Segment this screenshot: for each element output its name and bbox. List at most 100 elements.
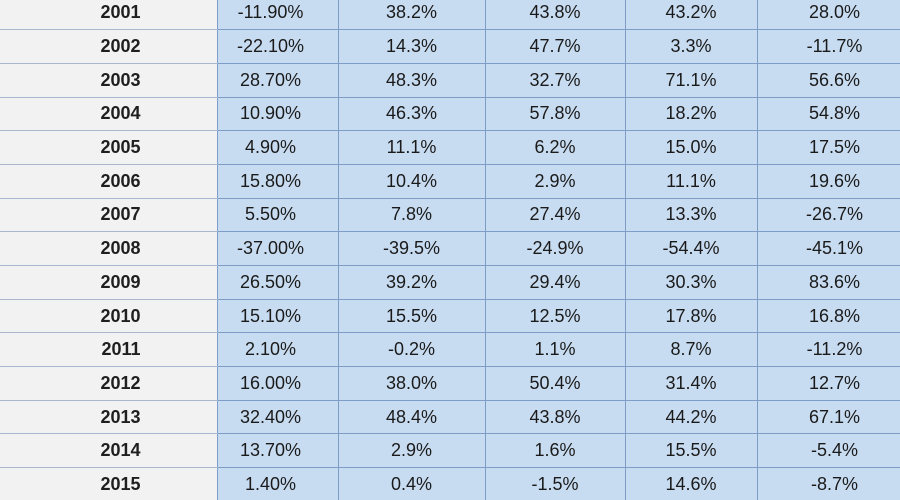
- value-cell-col2: -39.5%: [338, 231, 486, 266]
- value-cell-col3: 12.5%: [485, 299, 626, 334]
- value-cell-col1: 4.90%: [217, 130, 339, 165]
- value-cell-col3: 1.1%: [485, 332, 626, 368]
- table-row: 2008 -37.00% -39.5% -24.9% -54.4% -45.1%: [0, 231, 900, 266]
- value-cell-col1: 28.70%: [217, 63, 339, 98]
- value-cell-col5: 19.6%: [757, 164, 900, 199]
- value-cell-col1: 16.00%: [217, 366, 339, 401]
- value-cell-col4: 17.8%: [625, 299, 758, 334]
- value-cell-col4: 14.6%: [625, 467, 758, 500]
- value-cell-col2: 38.0%: [338, 366, 486, 401]
- value-cell-col3: 47.7%: [485, 29, 626, 64]
- value-cell-col2: 11.1%: [338, 130, 486, 165]
- table-row: 2015 1.40% 0.4% -1.5% 14.6% -8.7%: [0, 467, 900, 500]
- year-cell: 2005: [0, 130, 218, 165]
- table-row: 2003 28.70% 48.3% 32.7% 71.1% 56.6%: [0, 63, 900, 98]
- value-cell-col3: 27.4%: [485, 198, 626, 233]
- value-cell-col5: 56.6%: [757, 63, 900, 98]
- year-cell: 2014: [0, 433, 218, 469]
- value-cell-col5: -11.7%: [757, 29, 900, 64]
- value-cell-col3: 1.6%: [485, 433, 626, 469]
- year-cell: 2009: [0, 265, 218, 300]
- value-cell-col3: 50.4%: [485, 366, 626, 401]
- table-row: 2011 2.10% -0.2% 1.1% 8.7% -11.2%: [0, 332, 900, 368]
- table-row: 2005 4.90% 11.1% 6.2% 15.0% 17.5%: [0, 130, 900, 165]
- value-cell-col1: 13.70%: [217, 433, 339, 469]
- value-cell-col1: 15.80%: [217, 164, 339, 199]
- year-cell: 2001: [0, 0, 218, 31]
- table-row: 2002 -22.10% 14.3% 47.7% 3.3% -11.7%: [0, 29, 900, 64]
- value-cell-col3: 2.9%: [485, 164, 626, 199]
- value-cell-col4: -54.4%: [625, 231, 758, 266]
- year-cell: 2007: [0, 198, 218, 233]
- value-cell-col4: 18.2%: [625, 97, 758, 132]
- table-row: 2009 26.50% 39.2% 29.4% 30.3% 83.6%: [0, 265, 900, 300]
- year-cell: 2006: [0, 164, 218, 199]
- value-cell-col4: 44.2%: [625, 400, 758, 435]
- value-cell-col1: -37.00%: [217, 231, 339, 266]
- value-cell-col5: 54.8%: [757, 97, 900, 132]
- value-cell-col5: 17.5%: [757, 130, 900, 165]
- year-cell: 2015: [0, 467, 218, 500]
- value-cell-col5: -11.2%: [757, 332, 900, 368]
- year-cell: 2004: [0, 97, 218, 132]
- value-cell-col5: 28.0%: [757, 0, 900, 31]
- year-cell: 2003: [0, 63, 218, 98]
- table-row: 2007 5.50% 7.8% 27.4% 13.3% -26.7%: [0, 198, 900, 233]
- value-cell-col1: 15.10%: [217, 299, 339, 334]
- value-cell-col4: 13.3%: [625, 198, 758, 233]
- year-cell: 2012: [0, 366, 218, 401]
- value-cell-col1: 26.50%: [217, 265, 339, 300]
- value-cell-col4: 15.5%: [625, 433, 758, 469]
- table-row: 2001 -11.90% 38.2% 43.8% 43.2% 28.0%: [0, 0, 900, 31]
- value-cell-col2: 48.4%: [338, 400, 486, 435]
- year-cell: 2002: [0, 29, 218, 64]
- value-cell-col3: -24.9%: [485, 231, 626, 266]
- value-cell-col4: 3.3%: [625, 29, 758, 64]
- value-cell-col2: 39.2%: [338, 265, 486, 300]
- value-cell-col4: 11.1%: [625, 164, 758, 199]
- value-cell-col1: 1.40%: [217, 467, 339, 500]
- year-cell: 2008: [0, 231, 218, 266]
- table-row: 2010 15.10% 15.5% 12.5% 17.8% 16.8%: [0, 299, 900, 334]
- value-cell-col3: -1.5%: [485, 467, 626, 500]
- value-cell-col4: 71.1%: [625, 63, 758, 98]
- value-cell-col2: 38.2%: [338, 0, 486, 31]
- value-cell-col2: 0.4%: [338, 467, 486, 500]
- value-cell-col1: 5.50%: [217, 198, 339, 233]
- table-row: 2006 15.80% 10.4% 2.9% 11.1% 19.6%: [0, 164, 900, 199]
- year-cell: 2013: [0, 400, 218, 435]
- year-cell: 2011: [0, 332, 218, 368]
- table-row: 2004 10.90% 46.3% 57.8% 18.2% 54.8%: [0, 97, 900, 132]
- value-cell-col2: 15.5%: [338, 299, 486, 334]
- table-row: 2012 16.00% 38.0% 50.4% 31.4% 12.7%: [0, 366, 900, 401]
- value-cell-col2: -0.2%: [338, 332, 486, 368]
- value-cell-col4: 30.3%: [625, 265, 758, 300]
- value-cell-col1: 2.10%: [217, 332, 339, 368]
- value-cell-col3: 43.8%: [485, 400, 626, 435]
- value-cell-col3: 6.2%: [485, 130, 626, 165]
- value-cell-col5: 12.7%: [757, 366, 900, 401]
- value-cell-col4: 43.2%: [625, 0, 758, 31]
- table-row: 2013 32.40% 48.4% 43.8% 44.2% 67.1%: [0, 400, 900, 435]
- value-cell-col5: 83.6%: [757, 265, 900, 300]
- value-cell-col3: 57.8%: [485, 97, 626, 132]
- year-cell: 2010: [0, 299, 218, 334]
- value-cell-col5: -8.7%: [757, 467, 900, 500]
- value-cell-col3: 29.4%: [485, 265, 626, 300]
- value-cell-col1: 10.90%: [217, 97, 339, 132]
- value-cell-col4: 31.4%: [625, 366, 758, 401]
- value-cell-col2: 48.3%: [338, 63, 486, 98]
- value-cell-col3: 43.8%: [485, 0, 626, 31]
- value-cell-col5: -45.1%: [757, 231, 900, 266]
- value-cell-col2: 10.4%: [338, 164, 486, 199]
- value-cell-col5: -26.7%: [757, 198, 900, 233]
- value-cell-col5: -5.4%: [757, 433, 900, 469]
- value-cell-col2: 7.8%: [338, 198, 486, 233]
- table-row: 2014 13.70% 2.9% 1.6% 15.5% -5.4%: [0, 433, 900, 469]
- value-cell-col5: 16.8%: [757, 299, 900, 334]
- value-cell-col2: 46.3%: [338, 97, 486, 132]
- value-cell-col4: 15.0%: [625, 130, 758, 165]
